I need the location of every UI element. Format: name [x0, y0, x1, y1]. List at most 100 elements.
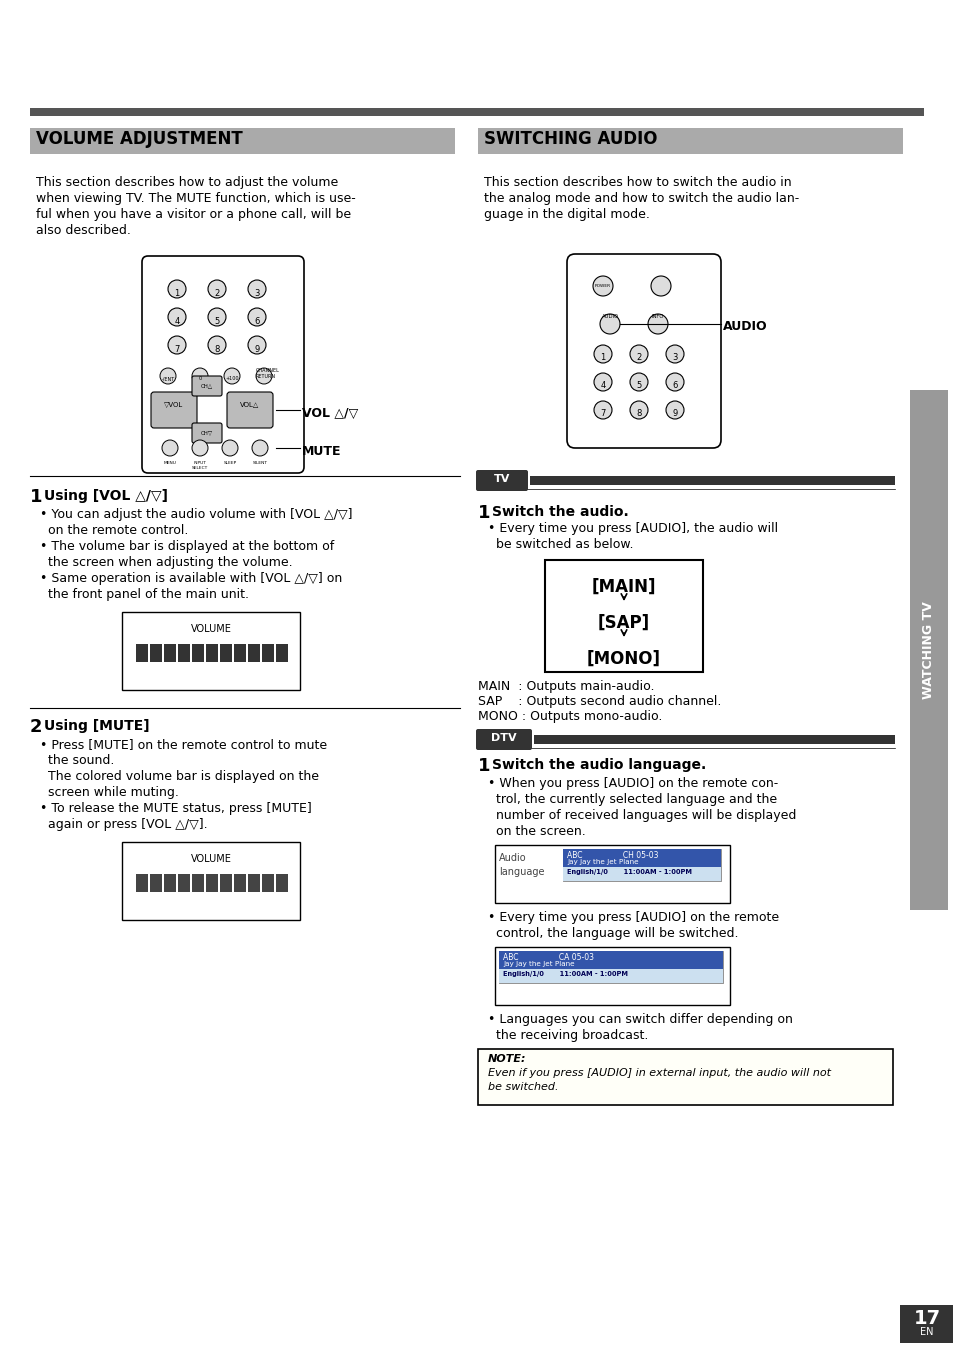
FancyBboxPatch shape [192, 376, 222, 396]
Circle shape [248, 307, 266, 326]
Text: VOLUME: VOLUME [191, 855, 232, 864]
Text: MUTE: MUTE [302, 445, 341, 458]
Circle shape [629, 373, 647, 391]
Circle shape [629, 345, 647, 363]
Circle shape [248, 280, 266, 298]
Circle shape [162, 439, 178, 456]
Text: • Every time you press [AUDIO], the audio will: • Every time you press [AUDIO], the audi… [488, 522, 778, 535]
Bar [164, 874, 175, 892]
Bar [909, 390, 947, 910]
Text: language: language [498, 867, 544, 878]
Text: 1: 1 [477, 758, 490, 775]
Bar [495, 845, 729, 903]
Text: 9: 9 [672, 408, 677, 418]
Text: 4: 4 [599, 380, 605, 390]
Circle shape [168, 336, 186, 355]
Bar [248, 874, 260, 892]
Text: [SAP]: [SAP] [598, 613, 649, 632]
Text: 2: 2 [636, 352, 641, 361]
Text: 4: 4 [174, 317, 179, 325]
Text: English/1/0       11:00AM - 1:00PM: English/1/0 11:00AM - 1:00PM [502, 971, 627, 977]
Text: on the screen.: on the screen. [488, 825, 585, 838]
FancyBboxPatch shape [566, 253, 720, 448]
Text: SLEEP: SLEEP [223, 461, 236, 465]
Text: again or press [VOL △/▽].: again or press [VOL △/▽]. [40, 818, 208, 830]
Bar [30, 128, 455, 154]
Text: 1: 1 [174, 288, 179, 298]
Bar [498, 969, 722, 983]
Circle shape [650, 276, 670, 297]
Text: 8: 8 [214, 345, 219, 353]
Bar [498, 950, 722, 969]
Text: Using [MUTE]: Using [MUTE] [44, 718, 150, 733]
Bar [899, 1305, 953, 1343]
Text: • When you press [AUDIO] on the remote con-: • When you press [AUDIO] on the remote c… [488, 776, 778, 790]
Text: 5: 5 [214, 317, 219, 325]
Bar [530, 476, 894, 485]
Text: MAIN  : Outputs main-audio.: MAIN : Outputs main-audio. [477, 679, 654, 693]
FancyBboxPatch shape [142, 256, 304, 473]
Circle shape [594, 400, 612, 419]
Text: 7: 7 [174, 345, 179, 353]
Text: 2: 2 [214, 288, 219, 298]
Text: • Press [MUTE] on the remote control to mute: • Press [MUTE] on the remote control to … [40, 737, 327, 751]
Circle shape [208, 336, 226, 355]
Bar [562, 849, 720, 882]
Circle shape [255, 368, 272, 384]
Text: Jay Jay the Jet Plane: Jay Jay the Jet Plane [566, 859, 638, 865]
FancyBboxPatch shape [192, 423, 222, 443]
Text: guage in the digital mode.: guage in the digital mode. [483, 208, 649, 221]
Text: This section describes how to adjust the volume: This section describes how to adjust the… [36, 177, 338, 189]
Bar [233, 644, 246, 662]
Circle shape [647, 314, 667, 334]
Text: be switched.: be switched. [488, 1082, 558, 1092]
Text: 7: 7 [599, 408, 605, 418]
Bar [534, 735, 894, 744]
Circle shape [208, 307, 226, 326]
Text: +100: +100 [225, 376, 238, 381]
Bar [495, 948, 729, 1006]
Text: 8: 8 [636, 408, 641, 418]
Bar [122, 842, 299, 919]
Bar [192, 644, 204, 662]
Text: CHANNEL
RETURN: CHANNEL RETURN [255, 368, 279, 379]
Text: SWITCHING AUDIO: SWITCHING AUDIO [483, 129, 657, 148]
Text: EN: EN [920, 1326, 933, 1337]
Text: The colored volume bar is displayed on the: The colored volume bar is displayed on t… [40, 770, 318, 783]
Bar [220, 874, 232, 892]
Bar [477, 1049, 892, 1105]
Text: • Every time you press [AUDIO] on the remote: • Every time you press [AUDIO] on the re… [488, 911, 779, 923]
Text: Even if you press [AUDIO] in external input, the audio will not: Even if you press [AUDIO] in external in… [488, 1068, 830, 1078]
Text: 9: 9 [254, 345, 259, 353]
Text: the receiving broadcast.: the receiving broadcast. [488, 1029, 648, 1042]
FancyBboxPatch shape [227, 392, 273, 429]
Bar [192, 874, 204, 892]
Bar [544, 559, 702, 673]
Bar [136, 874, 148, 892]
Bar [562, 849, 720, 867]
Text: [MAIN]: [MAIN] [591, 578, 656, 596]
Text: WATCHING TV: WATCHING TV [922, 601, 935, 698]
Bar [562, 867, 720, 882]
Circle shape [594, 373, 612, 391]
Text: number of received languages will be displayed: number of received languages will be dis… [488, 809, 796, 822]
Circle shape [192, 439, 208, 456]
Text: TV: TV [494, 474, 510, 484]
Text: control, the language will be switched.: control, the language will be switched. [488, 927, 738, 940]
Text: trol, the currently selected language and the: trol, the currently selected language an… [488, 793, 777, 806]
Text: be switched as below.: be switched as below. [488, 538, 633, 551]
Circle shape [224, 368, 240, 384]
Text: AUDIO: AUDIO [722, 319, 767, 333]
Circle shape [168, 280, 186, 298]
Text: the screen when adjusting the volume.: the screen when adjusting the volume. [40, 555, 293, 569]
Text: CH△: CH△ [201, 383, 213, 388]
Text: INFO: INFO [651, 314, 663, 319]
Text: MENU: MENU [163, 461, 176, 465]
Bar [30, 108, 923, 116]
Text: • To release the MUTE status, press [MUTE]: • To release the MUTE status, press [MUT… [40, 802, 312, 816]
Text: 5: 5 [636, 380, 641, 390]
Text: -/ENT: -/ENT [161, 376, 174, 381]
Text: on the remote control.: on the remote control. [40, 524, 188, 537]
Bar [150, 874, 162, 892]
Text: • Same operation is available with [VOL △/▽] on: • Same operation is available with [VOL … [40, 572, 342, 585]
